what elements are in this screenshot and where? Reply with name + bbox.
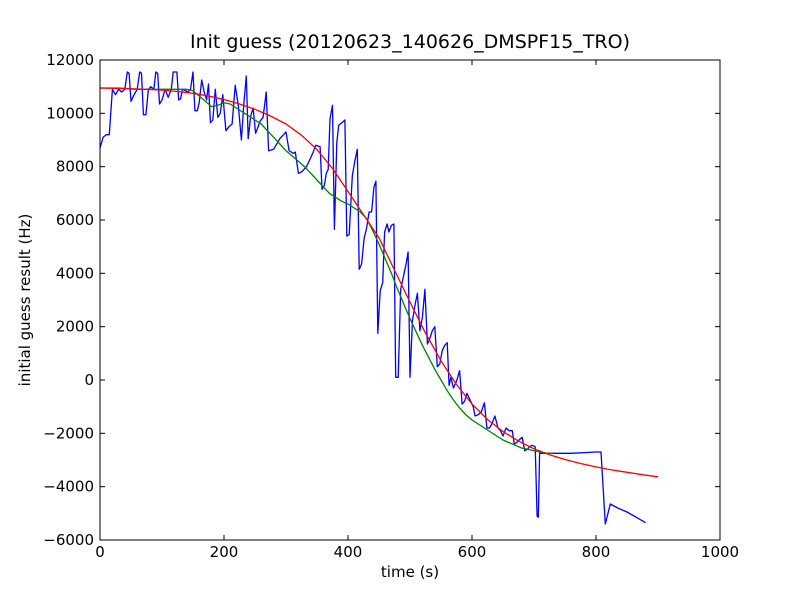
y-tick-label: 6000 — [56, 211, 94, 229]
series-line-1 — [100, 71, 646, 525]
series-line-2 — [100, 87, 553, 454]
plot-frame — [99, 59, 721, 541]
x-tick-label: 0 — [95, 543, 105, 561]
y-tick-label: 10000 — [46, 104, 94, 122]
x-tick-label: 600 — [458, 543, 487, 561]
y-tick-label: 8000 — [56, 158, 94, 176]
x-tick-label: 200 — [210, 543, 239, 561]
y-tick-label: 2000 — [56, 318, 94, 336]
y-tick-label: −6000 — [43, 531, 94, 549]
series-layer — [100, 71, 659, 525]
y-tick-label: 0 — [84, 371, 94, 389]
x-tick-label: 800 — [582, 543, 611, 561]
series-line-3 — [100, 87, 659, 478]
x-axis-title: time (s) — [381, 563, 439, 581]
chart-title: Init guess (20120623_140626_DMSPF15_TRO) — [190, 31, 630, 53]
y-axis-title: initial guess result (Hz) — [16, 214, 34, 387]
y-tick-label: 4000 — [56, 264, 94, 282]
y-tick-label: −2000 — [43, 424, 94, 442]
ticks-layer: 0 200 400 600 800 1000 −6000 −4000 −2000 0 2000 400… — [43, 51, 739, 561]
x-tick-label: 400 — [334, 543, 363, 561]
y-tick-label: 12000 — [46, 51, 94, 69]
y-tick-label: −4000 — [43, 478, 94, 496]
x-tick-label: 1000 — [701, 543, 739, 561]
